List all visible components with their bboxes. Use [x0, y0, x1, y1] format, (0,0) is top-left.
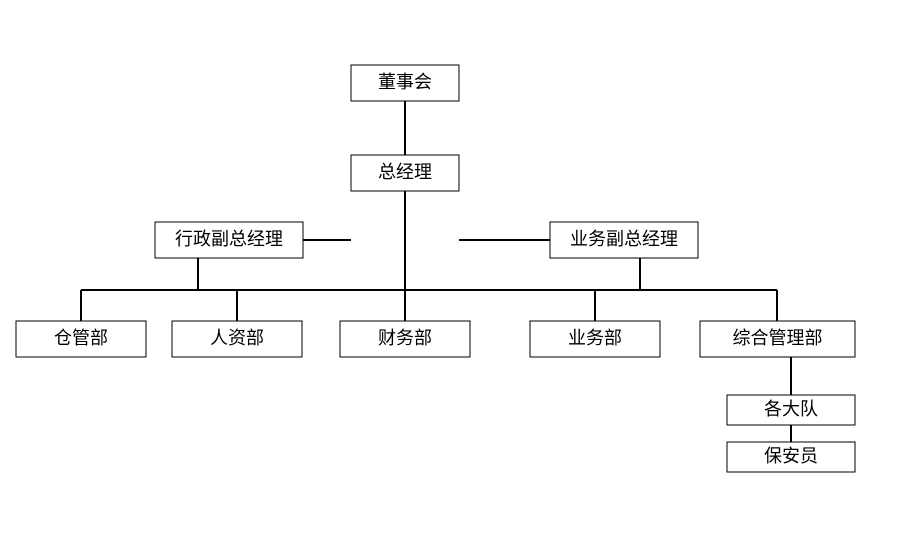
node-biz: 业务部: [530, 321, 660, 357]
node-warehouse: 仓管部: [16, 321, 146, 357]
node-label: 总经理: [378, 162, 432, 182]
node-gm: 总经理: [351, 155, 459, 191]
node-comp_mgmt: 综合管理部: [700, 321, 855, 357]
node-label: 业务副总经理: [570, 229, 678, 249]
node-label: 财务部: [378, 328, 432, 348]
node-guards: 保安员: [727, 442, 855, 472]
node-admin_vp: 行政副总经理: [155, 222, 303, 258]
node-label: 综合管理部: [733, 328, 823, 348]
node-label: 行政副总经理: [175, 229, 283, 249]
nodes: 董事会总经理行政副总经理 业务副总经理仓管部 人资部 财务部 业务部 综合管理部各大队保安…: [16, 65, 855, 472]
node-label: 保安员: [764, 446, 818, 466]
node-hr: 人资部: [172, 321, 302, 357]
node-label: 董事会: [378, 72, 432, 92]
node-label: 业务部: [568, 328, 622, 348]
org-chart: 董事会总经理行政副总经理 业务副总经理仓管部 人资部 财务部 业务部 综合管理部各大队保安…: [0, 0, 905, 548]
node-label: 仓管部: [54, 328, 108, 348]
node-label: 各大队: [764, 399, 818, 419]
node-biz_vp: 业务副总经理: [550, 222, 698, 258]
node-finance: 财务部: [340, 321, 470, 357]
node-board: 董事会: [351, 65, 459, 101]
edges: [81, 101, 791, 442]
node-label: 人资部: [210, 328, 264, 348]
node-teams: 各大队: [727, 395, 855, 425]
